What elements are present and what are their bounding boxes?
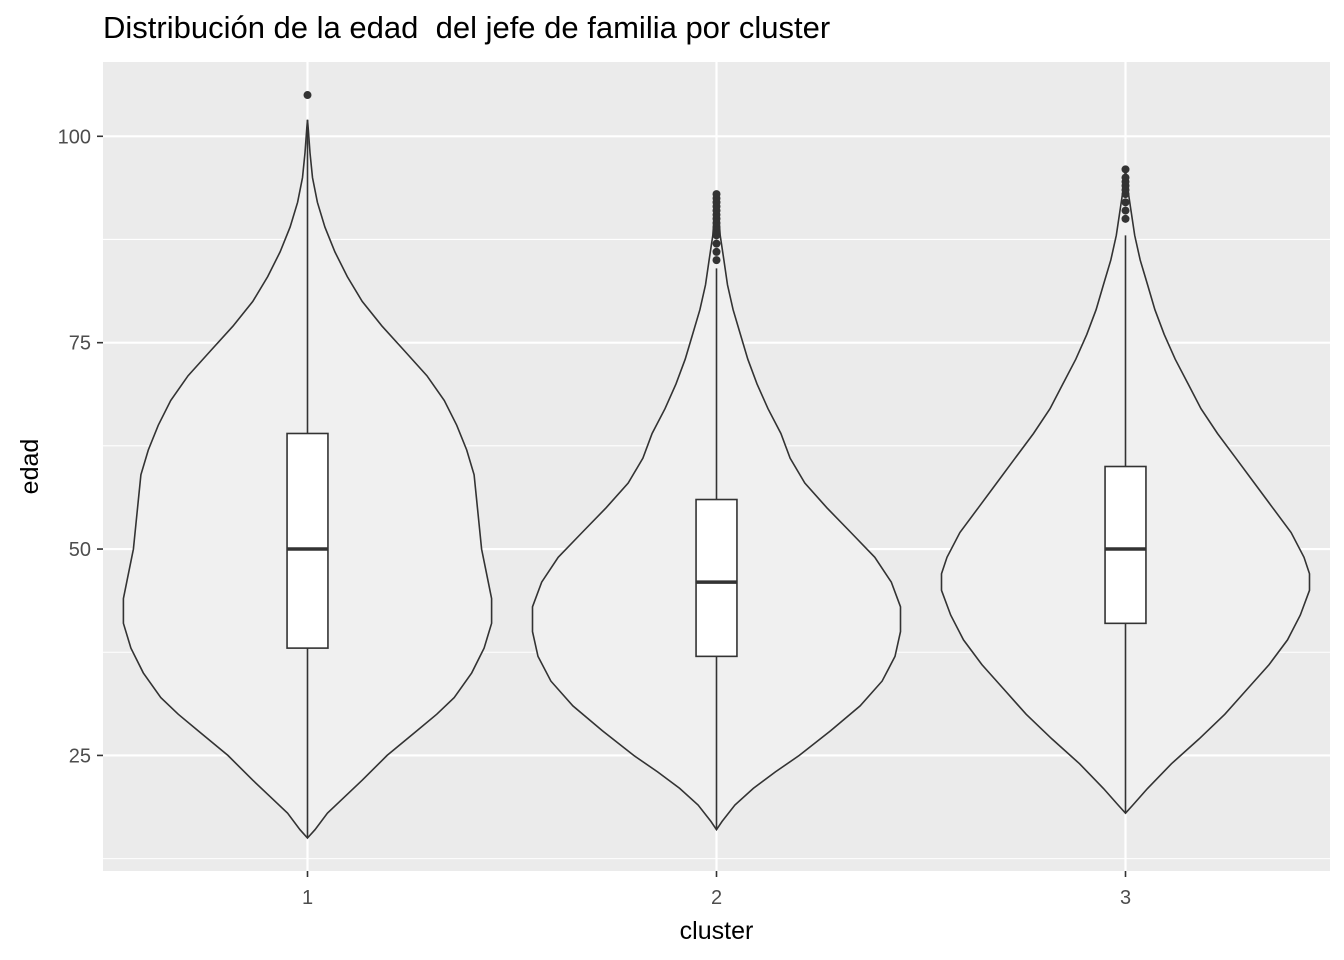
box-cluster-3 — [1104, 465, 1147, 625]
axes: 25 50 75 100 1 2 3 — [58, 126, 1131, 909]
outlier-point — [712, 256, 721, 265]
outlier-point — [1121, 165, 1130, 174]
x-axis-title: cluster — [680, 917, 754, 945]
outliers — [303, 91, 1130, 265]
box-cluster-1 — [286, 432, 329, 649]
y-tick-label: 25 — [69, 745, 91, 767]
outlier-point — [1121, 173, 1130, 182]
outlier-point — [1121, 206, 1130, 215]
y-tick-label: 100 — [58, 126, 91, 148]
boxplots — [286, 119, 1147, 838]
x-tick-label: 2 — [711, 887, 722, 909]
box-cluster-2 — [695, 498, 738, 658]
outlier-point — [1121, 198, 1130, 207]
x-tick-label: 3 — [1120, 887, 1131, 909]
chart-title: Distribución de la edad del jefe de fami… — [103, 10, 831, 45]
outlier-point — [712, 190, 721, 199]
outlier-point — [303, 91, 312, 100]
x-tick-label: 1 — [302, 887, 313, 909]
outlier-point — [1121, 214, 1130, 223]
y-tick-label: 50 — [69, 539, 91, 561]
y-tick-label: 75 — [69, 333, 91, 355]
outlier-point — [712, 239, 721, 248]
y-axis-title: edad — [16, 439, 44, 495]
outlier-point — [712, 247, 721, 256]
